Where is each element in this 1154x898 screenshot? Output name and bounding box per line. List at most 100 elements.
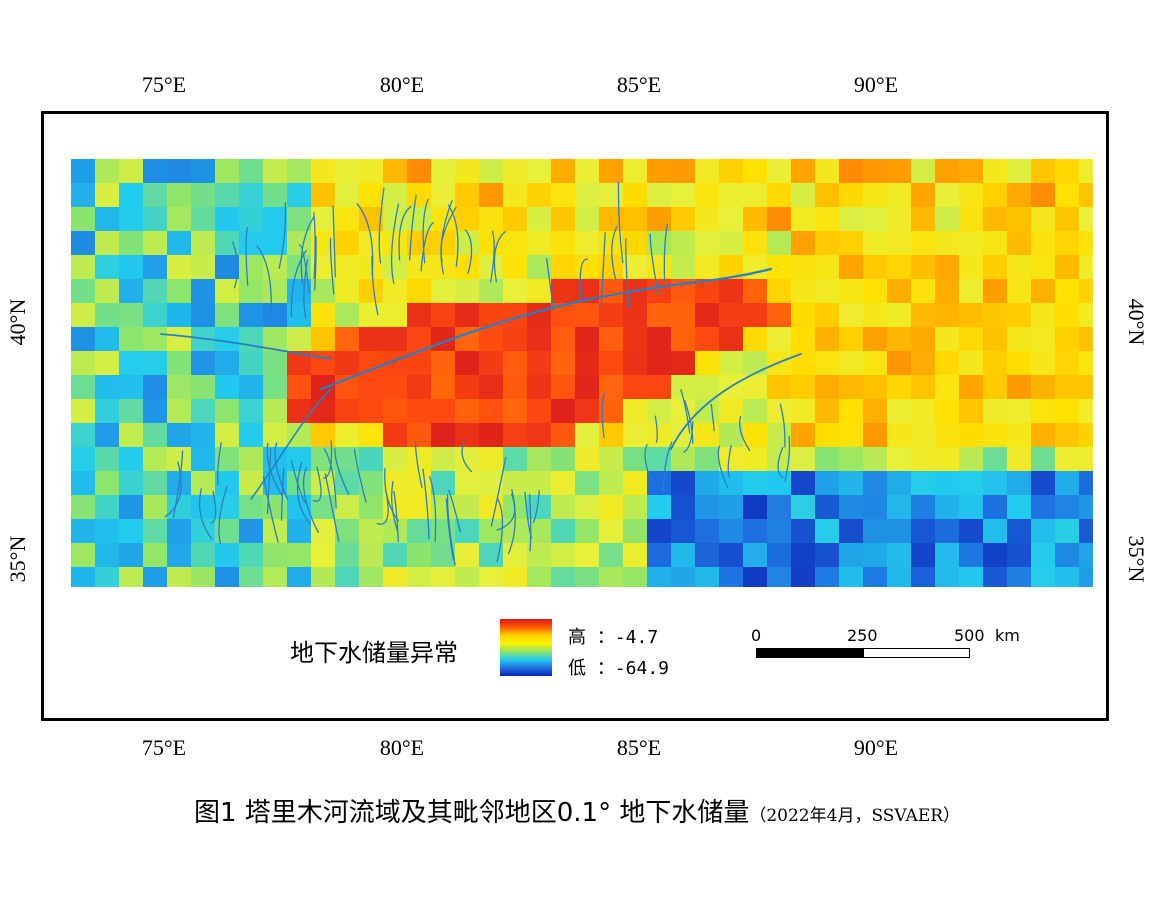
grid-cell xyxy=(647,327,672,352)
grid-cell xyxy=(71,303,96,328)
grid-cell xyxy=(815,207,840,232)
grid-cell xyxy=(263,207,288,232)
grid-cell xyxy=(575,207,600,232)
grid-cell xyxy=(695,159,720,184)
grid-cell xyxy=(527,183,552,208)
lat-tick-right-40: 40°N xyxy=(1124,298,1149,346)
grid-cell xyxy=(911,303,936,328)
grid-cell xyxy=(335,327,360,352)
grid-cell xyxy=(935,231,960,256)
grid-cell xyxy=(647,279,672,304)
grid-cell xyxy=(863,423,888,448)
grid-cell xyxy=(983,207,1008,232)
grid-cell xyxy=(1031,207,1056,232)
grid-cell xyxy=(215,255,240,280)
grid-cell xyxy=(143,567,168,587)
grid-cell xyxy=(167,519,192,544)
grid-cell xyxy=(431,279,456,304)
grid-cell xyxy=(1055,471,1080,496)
grid-cell xyxy=(983,447,1008,472)
grid-cell xyxy=(1055,279,1080,304)
river-network xyxy=(160,182,802,566)
grid-cell xyxy=(479,399,504,424)
grid-cell xyxy=(863,471,888,496)
grid-cell xyxy=(287,543,312,568)
grid-cell xyxy=(1079,495,1093,520)
grid-cell xyxy=(863,375,888,400)
grid-cell xyxy=(143,423,168,448)
grid-cell xyxy=(551,375,576,400)
grid-cell xyxy=(839,567,864,587)
river xyxy=(601,392,605,439)
grid-cell xyxy=(1031,159,1056,184)
grid-cell xyxy=(911,567,936,587)
grid-cell xyxy=(911,399,936,424)
grid-cell xyxy=(767,303,792,328)
grid-cell xyxy=(983,231,1008,256)
grid-cell xyxy=(935,279,960,304)
grid-cell xyxy=(143,159,168,184)
grid-cell xyxy=(119,303,144,328)
grid-cell xyxy=(287,399,312,424)
grid-cell xyxy=(551,567,576,587)
river xyxy=(266,448,272,515)
grid-cell xyxy=(311,351,336,376)
river xyxy=(649,233,660,295)
grid-cell xyxy=(167,567,192,587)
river xyxy=(313,212,316,280)
grid-cell xyxy=(887,255,912,280)
grid-cell xyxy=(935,399,960,424)
grid-cell xyxy=(863,303,888,328)
river xyxy=(670,353,802,450)
grid-cell xyxy=(839,399,864,424)
grid-cell xyxy=(959,495,984,520)
grid-cell xyxy=(863,351,888,376)
grid-cell xyxy=(191,255,216,280)
grid-cell xyxy=(959,231,984,256)
grid-cell xyxy=(503,231,528,256)
grid-cell xyxy=(119,255,144,280)
grid-cell xyxy=(695,183,720,208)
grid-cell xyxy=(95,375,120,400)
grid-cell xyxy=(119,519,144,544)
grid-cell xyxy=(647,495,672,520)
river xyxy=(662,441,673,493)
grid-cell xyxy=(1055,159,1080,184)
river xyxy=(378,187,385,264)
grid-cell xyxy=(719,351,744,376)
grid-cell xyxy=(647,519,672,544)
grid-cell xyxy=(479,231,504,256)
grid-cell xyxy=(1079,399,1093,424)
grid-cell xyxy=(551,519,576,544)
grid-cell xyxy=(1055,567,1080,587)
grid-cell xyxy=(455,471,480,496)
grid-cell xyxy=(239,471,264,496)
grid-cell xyxy=(383,279,408,304)
grid-cell xyxy=(71,327,96,352)
grid-cell xyxy=(1007,327,1032,352)
grid-cell xyxy=(839,207,864,232)
grid-cell xyxy=(647,375,672,400)
grid-cell xyxy=(359,159,384,184)
grid-cell xyxy=(143,519,168,544)
grid-cell xyxy=(647,399,672,424)
grid-cell xyxy=(143,255,168,280)
grid-cell xyxy=(1055,351,1080,376)
grid-cell xyxy=(335,351,360,376)
grid-cell xyxy=(1055,183,1080,208)
grid-cell xyxy=(599,327,624,352)
grid-cell xyxy=(983,327,1008,352)
grid-cell xyxy=(191,567,216,587)
grid-cell xyxy=(887,471,912,496)
grid-cell xyxy=(479,423,504,448)
grid-cell xyxy=(791,183,816,208)
river xyxy=(323,439,333,479)
grid-cell xyxy=(1007,375,1032,400)
river xyxy=(217,442,222,486)
grid-cell xyxy=(215,375,240,400)
grid-cell xyxy=(71,255,96,280)
grid-cell xyxy=(791,423,816,448)
grid-cell xyxy=(143,207,168,232)
river xyxy=(329,237,335,295)
river xyxy=(663,223,669,282)
